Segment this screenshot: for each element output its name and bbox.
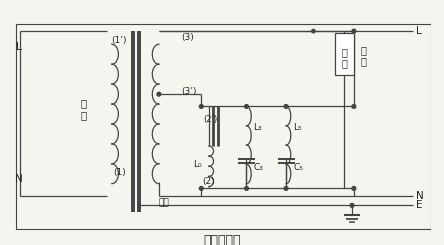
Circle shape (352, 186, 356, 190)
Text: (2): (2) (202, 177, 215, 186)
Text: N: N (416, 191, 424, 201)
Text: N: N (15, 174, 22, 184)
Text: (3): (3) (181, 33, 194, 42)
Text: E: E (416, 200, 423, 210)
Text: 载: 载 (341, 58, 347, 68)
Text: L: L (416, 26, 422, 36)
Circle shape (199, 186, 203, 190)
Circle shape (284, 105, 288, 108)
Text: L₃: L₃ (254, 123, 262, 132)
Circle shape (312, 29, 315, 33)
Circle shape (245, 186, 248, 190)
Text: 输: 输 (361, 45, 366, 55)
Text: 人: 人 (80, 110, 87, 120)
Bar (335, 33, 354, 75)
Circle shape (284, 186, 288, 190)
Text: (1): (1) (113, 168, 126, 177)
Text: 铁芯: 铁芯 (159, 198, 170, 207)
Circle shape (350, 204, 354, 207)
Text: 输: 输 (80, 99, 87, 109)
Text: (2’): (2’) (203, 115, 218, 124)
Text: L₅: L₅ (293, 123, 301, 132)
Circle shape (157, 92, 161, 96)
Text: 出: 出 (361, 56, 366, 66)
Text: (3’): (3’) (181, 87, 197, 96)
Circle shape (352, 105, 356, 108)
Text: C₅: C₅ (293, 163, 303, 172)
Bar (16, 24, 431, 229)
Text: C₃: C₃ (254, 163, 264, 172)
Text: L: L (16, 42, 21, 52)
Text: 负: 负 (341, 47, 347, 57)
Text: 电气原理图: 电气原理图 (203, 234, 241, 245)
Circle shape (352, 29, 356, 33)
Circle shape (199, 105, 203, 108)
Circle shape (245, 105, 248, 108)
Text: L₀: L₀ (193, 160, 202, 169)
Text: (1’): (1’) (111, 36, 127, 45)
